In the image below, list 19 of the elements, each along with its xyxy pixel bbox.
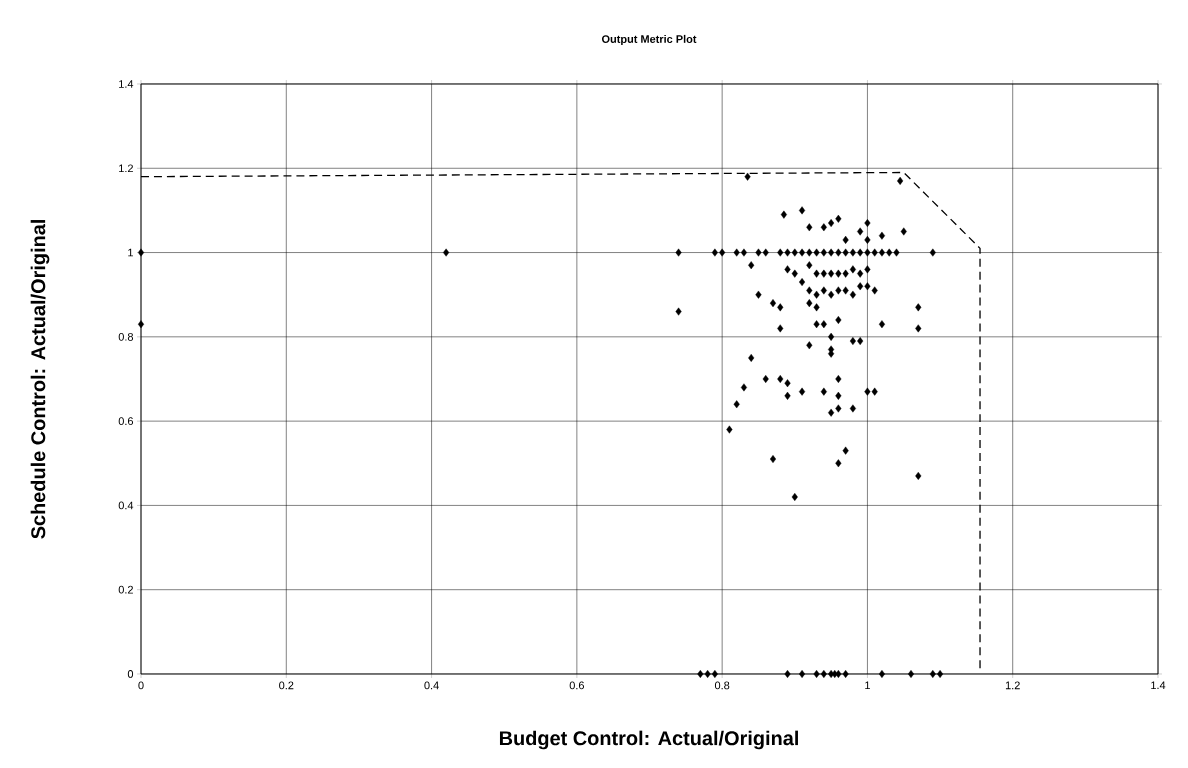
y-tick-label: 0.4 <box>118 501 134 510</box>
y-tick-label: 0.6 <box>118 417 134 426</box>
x-tick-label: 0.8 <box>714 681 730 690</box>
x-tick-label: 0.4 <box>424 681 439 690</box>
y-axis-title: Schedule Control: Actual/Original <box>30 220 50 539</box>
x-tick-label: 1.2 <box>1005 681 1020 690</box>
chart-title: Output Metric Plot <box>601 34 697 46</box>
x-tick-label: 0 <box>138 681 144 690</box>
y-tick-label: 0 <box>127 670 134 678</box>
y-tick-label: 1 <box>128 248 133 257</box>
x-tick-label: 0.6 <box>569 681 584 690</box>
y-tick-label: 1.2 <box>119 164 133 173</box>
y-tick-label: 1.4 <box>119 80 134 88</box>
x-tick-label: 0.2 <box>279 681 294 690</box>
x-tick-label: 1 <box>865 681 870 690</box>
x-axis-title: Budget Control: Actual/Original <box>499 730 798 750</box>
y-tick-label: 0.2 <box>118 585 133 594</box>
y-tick-label: 0.8 <box>118 332 134 341</box>
x-tick-label: 1.4 <box>1151 681 1166 690</box>
